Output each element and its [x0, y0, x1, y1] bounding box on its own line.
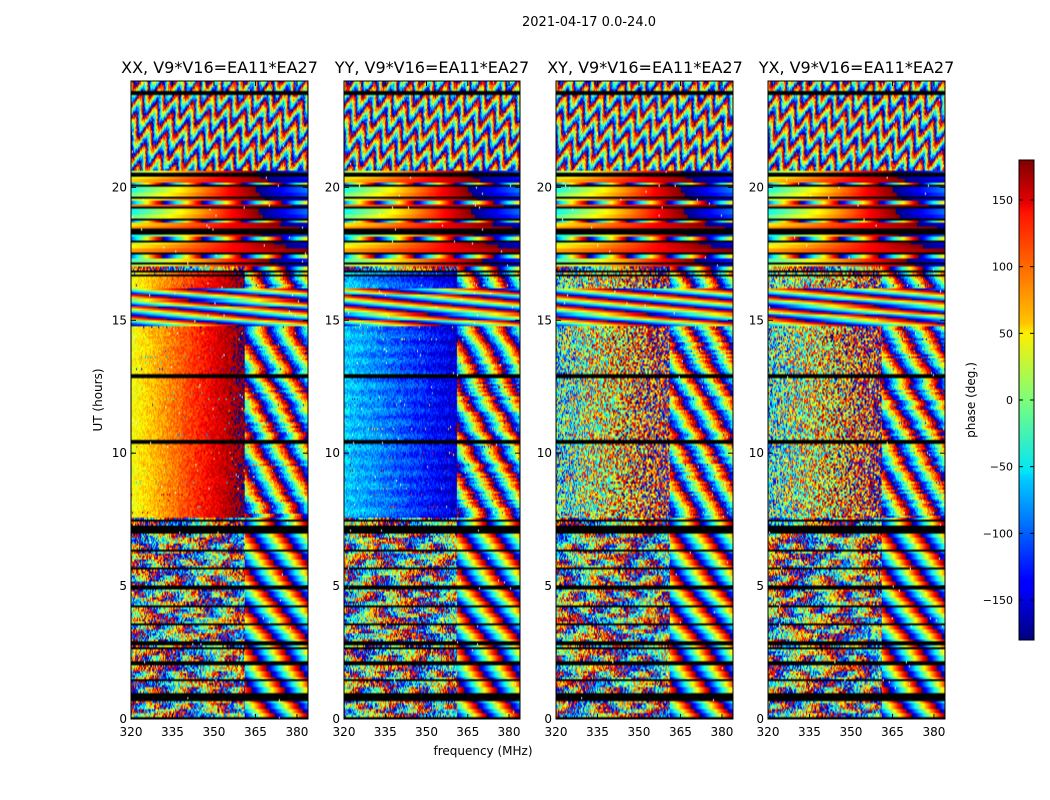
colorbar-tick-label: 0	[1006, 394, 1013, 407]
x-tick-label: 320	[120, 725, 143, 739]
axis-ticks: 0 5 10 15 20 320 335 350 365 380	[749, 81, 945, 739]
x-tick-label: 335	[374, 725, 397, 739]
y-tick-label: 0	[332, 712, 340, 726]
y-tick-label: 0	[544, 712, 552, 726]
y-axis-label: UT (hours)	[91, 368, 105, 431]
colorbar-tick-label: 150	[992, 194, 1013, 207]
x-tick-label: 335	[798, 725, 821, 739]
y-tick-label: 15	[749, 313, 764, 327]
y-tick-label: 20	[112, 180, 127, 194]
x-tick-label: 320	[757, 725, 780, 739]
x-tick-label: 380	[710, 725, 733, 739]
axis-ticks: 0 5 10 15 20 320 335 350 365 380	[112, 81, 308, 739]
x-tick-label: 350	[415, 725, 438, 739]
y-tick-label: 15	[112, 313, 127, 327]
y-tick-label: 20	[537, 180, 552, 194]
panel-xy: XY, V9*V16=EA11*EA27 0 5 10 15 20 320 335 350 36…	[537, 58, 743, 739]
colorbar-tick-label: −100	[983, 527, 1013, 540]
y-tick-label: 5	[332, 579, 340, 593]
y-tick-label: 5	[756, 579, 764, 593]
y-tick-label: 10	[749, 446, 764, 460]
axis-ticks: 0 5 10 15 20 320 335 350 365 380	[325, 81, 521, 739]
figure-suptitle: 2021-04-17 0.0-24.0	[522, 15, 656, 30]
y-tick-label: 10	[537, 446, 552, 460]
x-tick-label: 380	[498, 725, 521, 739]
y-tick-label: 20	[325, 180, 340, 194]
x-axis-label: frequency (MHz)	[433, 744, 532, 758]
x-tick-label: 380	[922, 725, 945, 739]
y-tick-label: 0	[119, 712, 127, 726]
x-tick-label: 335	[161, 725, 184, 739]
panel-yy: YY, V9*V16=EA11*EA27 0 5 10 15 20 320 335 350 36…	[325, 58, 529, 739]
y-tick-label: 20	[749, 180, 764, 194]
x-tick-label: 365	[881, 725, 904, 739]
x-tick-label: 350	[628, 725, 651, 739]
y-tick-label: 5	[119, 579, 127, 593]
x-tick-label: 320	[333, 725, 356, 739]
y-tick-label: 15	[325, 313, 340, 327]
heatmap-image	[556, 81, 733, 719]
axis-ticks: 0 5 10 15 20 320 335 350 365 380	[537, 81, 733, 739]
colorbar-tick-label: 50	[999, 327, 1013, 340]
panel-title: YX, V9*V16=EA11*EA27	[758, 58, 955, 77]
plot-frame	[767, 80, 946, 720]
colorbar-tick-label: 100	[992, 261, 1013, 274]
colorbar-ticks: 150 100 50 0 −50 −100 −150	[983, 194, 1034, 607]
colorbar-tick-label: −50	[990, 461, 1013, 474]
panel-yx: YX, V9*V16=EA11*EA27 0 5 10 15 20 320 335 350 36…	[749, 58, 955, 739]
heatmap-image	[768, 81, 945, 719]
y-tick-label: 10	[325, 446, 340, 460]
y-tick-label: 0	[756, 712, 764, 726]
x-tick-label: 380	[285, 725, 308, 739]
heatmap-image	[344, 81, 520, 719]
x-tick-label: 365	[456, 725, 479, 739]
panel-title: YY, V9*V16=EA11*EA27	[334, 58, 529, 77]
colorbar-label: phase (deg.)	[964, 362, 978, 438]
y-tick-label: 10	[112, 446, 127, 460]
plot-frame	[130, 80, 309, 720]
colorbar-tick-label: −150	[983, 594, 1013, 607]
y-tick-label: 5	[544, 579, 552, 593]
plot-frame	[555, 80, 734, 720]
x-tick-label: 335	[586, 725, 609, 739]
panel-title: XX, V9*V16=EA11*EA27	[121, 58, 318, 77]
x-tick-label: 365	[669, 725, 692, 739]
heatmap-image	[131, 81, 308, 719]
y-tick-label: 15	[537, 313, 552, 327]
plot-frame	[343, 80, 521, 720]
x-tick-label: 350	[840, 725, 863, 739]
x-tick-label: 320	[545, 725, 568, 739]
panel-title: XY, V9*V16=EA11*EA27	[547, 58, 743, 77]
colorbar: 150 100 50 0 −50 −100 −150 phase (deg.)	[964, 159, 1035, 641]
x-tick-label: 365	[244, 725, 267, 739]
x-tick-label: 350	[203, 725, 226, 739]
panel-xx: XX, V9*V16=EA11*EA27 0 5 10 15 20 320 335 350 36…	[112, 58, 318, 739]
